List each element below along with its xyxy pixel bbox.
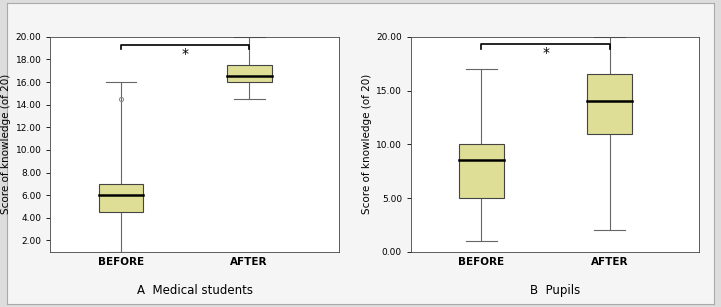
Bar — [99, 184, 143, 212]
Text: *: * — [182, 47, 189, 61]
Bar — [587, 75, 632, 134]
Text: B  Pupils: B Pupils — [530, 284, 580, 297]
Bar — [226, 65, 272, 82]
Y-axis label: Score of knowledge (of 20): Score of knowledge (of 20) — [362, 74, 372, 214]
Bar — [459, 144, 504, 198]
Y-axis label: Score of knowledge (of 20): Score of knowledge (of 20) — [1, 74, 12, 214]
Text: *: * — [542, 46, 549, 60]
Text: A  Medical students: A Medical students — [137, 284, 252, 297]
